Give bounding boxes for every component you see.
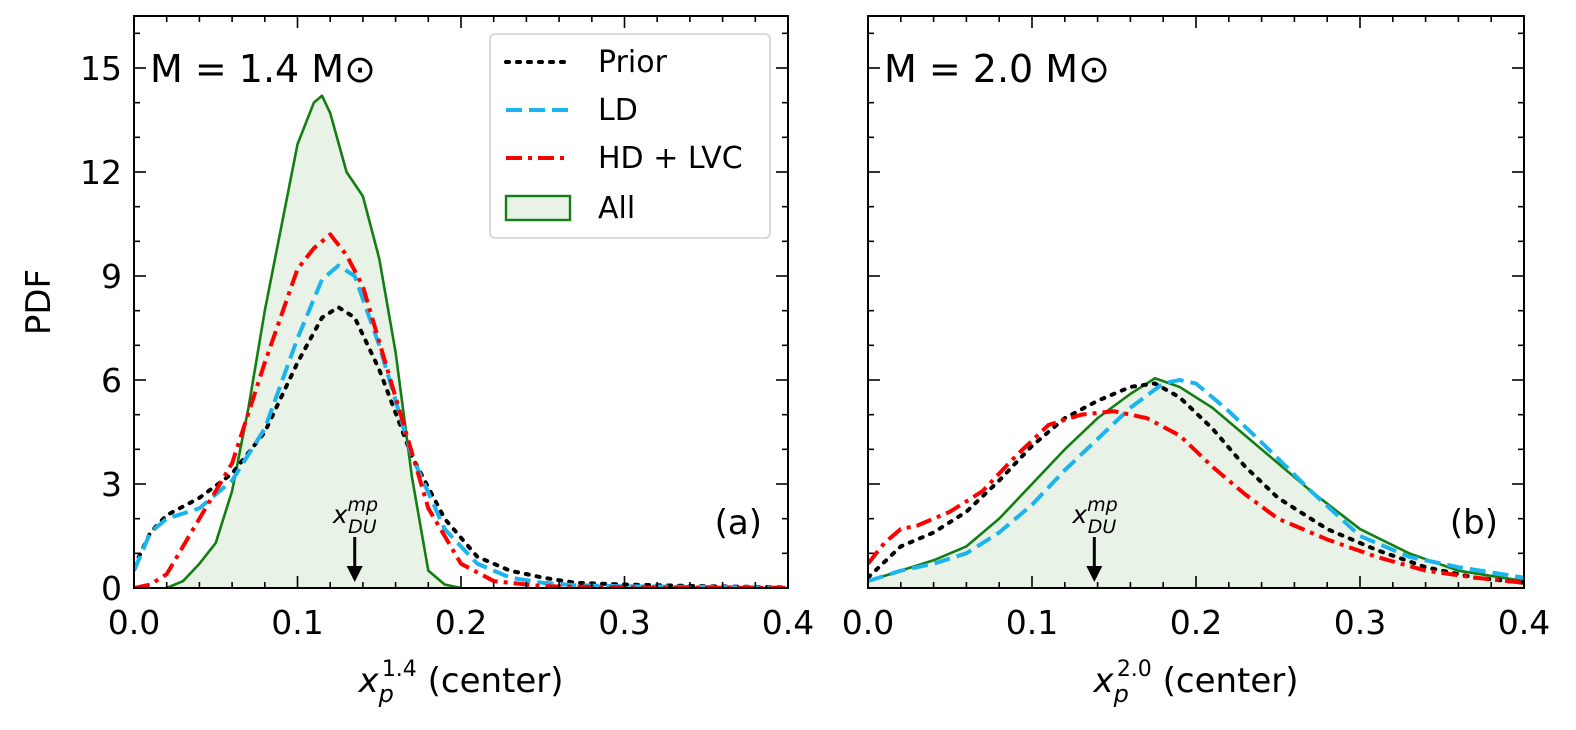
legend-label-ld: LD [598,93,638,128]
x-du-marker: xmp DU [332,494,378,582]
series-all-fill [868,378,1524,588]
legend-label-all: All [598,191,635,226]
panel-b: 0.0 0.1 0.2 0.3 0.4 M = 2.0 M⊙ (b) xp2.0 (cente… [842,15,1550,708]
x-tick-label: 0.4 [1498,603,1550,642]
panel-a: 0.0 0.1 0.2 0.3 0.4 0 3 6 9 12 15 M = 1.4 M⊙ (a) xp1.… [80,15,814,708]
series-hd-lvc-line [868,409,1524,585]
y-tick-label: 3 [101,465,122,504]
y-tick-label: 0 [101,569,122,608]
x-tick-label: 0.0 [108,603,160,642]
series-prior-line [134,305,788,588]
plot-area [868,376,1524,588]
y-tick-label: 6 [101,361,122,400]
legend-label-prior: Prior [598,45,668,80]
series-ld-line [868,378,1524,583]
marker-label: xmp DU [1071,494,1117,538]
x-tick-label: 0.2 [435,603,487,642]
mass-annotation: M = 2.0 M⊙ [884,47,1110,91]
y-tick-label: 9 [101,257,122,296]
mass-annotation: M = 1.4 M⊙ [150,47,376,91]
series-all-fill [166,95,461,588]
legend-label-hd-lvc: HD + LVC [598,141,743,176]
legend-box [489,33,771,239]
panel-label: (a) [715,503,762,543]
x-tick-label: 0.1 [271,603,323,642]
series-hd-lvc-line [134,232,788,588]
x-tick-label: 0.0 [842,603,894,642]
series-prior-line [868,381,1524,585]
series-all-line [166,94,462,588]
legend-swatch-all [504,194,572,222]
plot-area [134,94,788,588]
x-du-marker: xmp DU [1071,494,1118,582]
marker-label: xmp DU [332,494,378,538]
panel-label: (b) [1450,503,1498,543]
x-axis-label: xp1.4 (center) [357,657,563,708]
x-tick-label: 0.3 [598,603,650,642]
y-tick-label: 15 [80,49,122,88]
legend: Prior LD HD + LVC All [489,33,771,239]
x-axis-label: xp2.0 (center) [1092,657,1298,708]
marker-arrow-head [1086,566,1103,582]
x-tick-label: 0.4 [762,603,814,642]
y-tick-label: 12 [80,153,122,192]
x-tick-label: 0.2 [1170,603,1222,642]
marker-arrow-head [346,566,363,582]
x-tick-label: 0.3 [1334,603,1386,642]
series-all-line [868,376,1524,583]
y-axis-label: PDF [19,269,59,335]
x-tick-label: 0.1 [1006,603,1058,642]
